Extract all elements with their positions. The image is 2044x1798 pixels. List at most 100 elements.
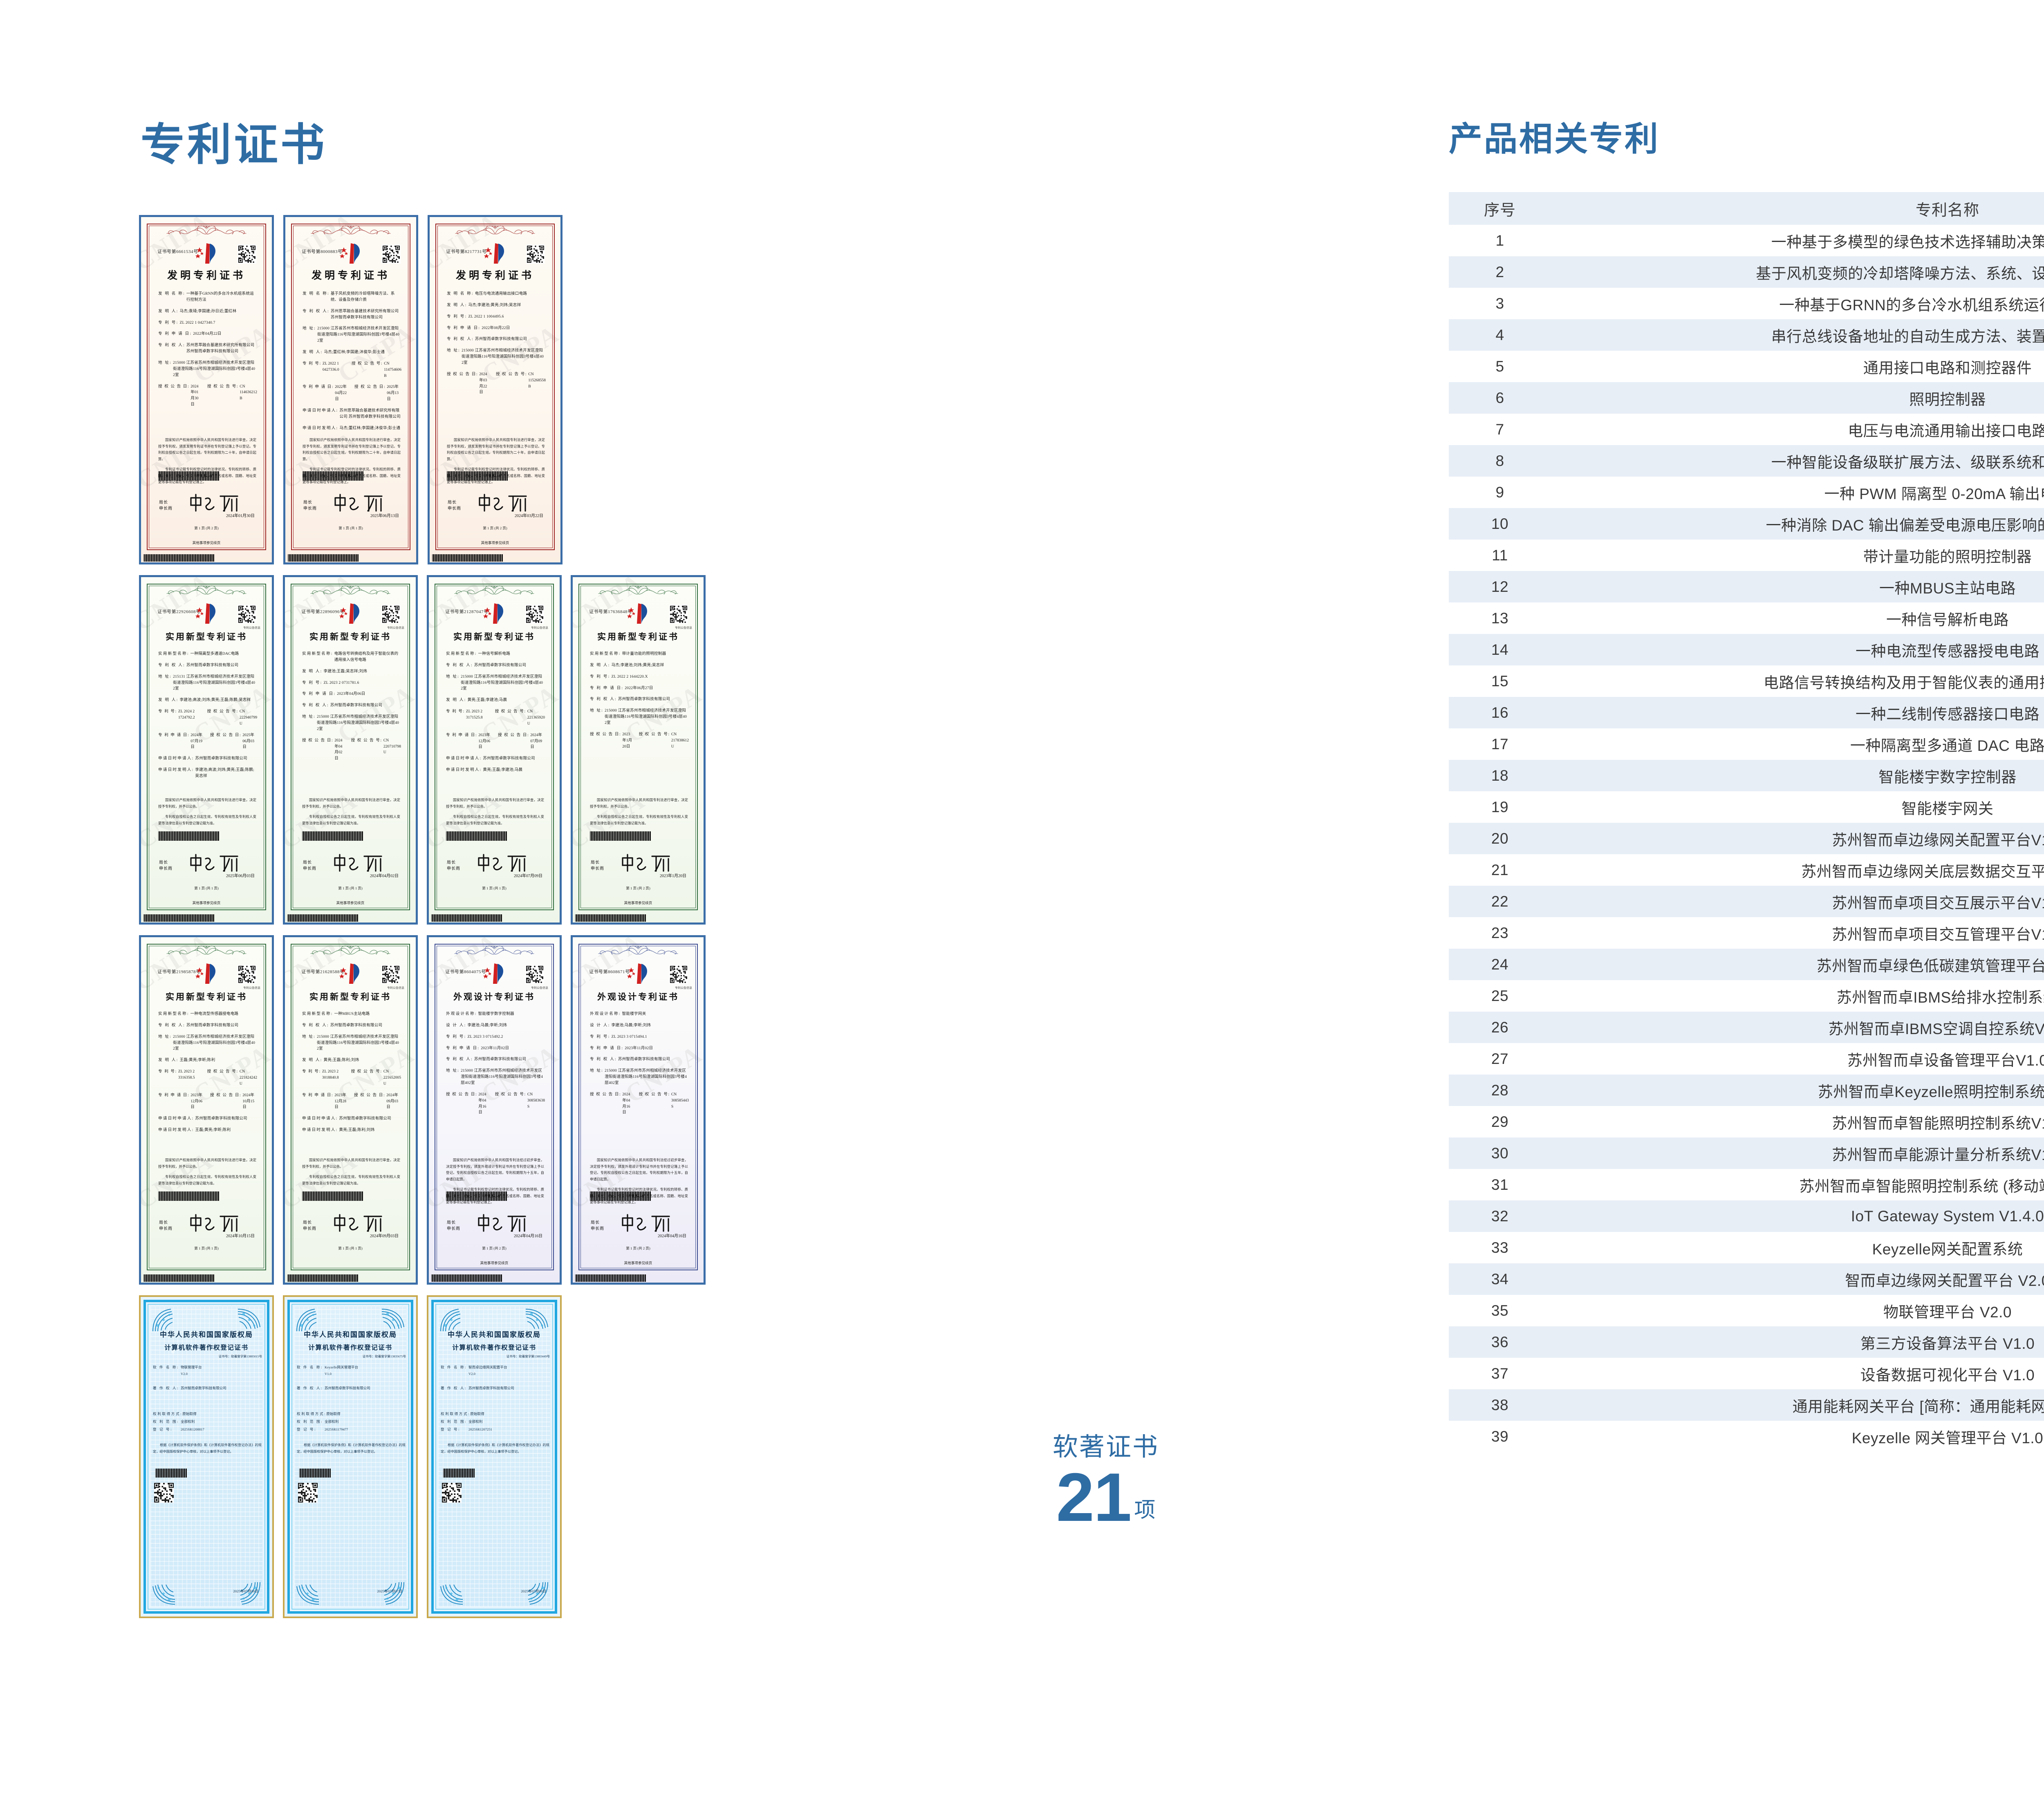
- cell-patent-name: 苏州智而卓IBMS空调自控系统V1.0: [1551, 1012, 2044, 1043]
- cert-field-label: 专 利 申 请 日:: [302, 1093, 334, 1097]
- cert-field-value: 2024年04月16日: [622, 1092, 630, 1115]
- legal-paragraph: 专利证书记载专利权登记时的法律状况。专利权的转移、质押、无效、终止、恢复和专利权…: [446, 1188, 544, 1205]
- cell-index: 24: [1449, 949, 1551, 980]
- cert-field: 发 明 人: 李建池;高波;刘炜;黄亮;王磊;陈鹏;吴志祥: [158, 697, 257, 703]
- cert-field-value: ZL 2022 2 1644220.X: [611, 674, 648, 679]
- cert-field-label: 专 利 号:: [158, 320, 179, 325]
- sw-field-label: 软 件 名 称:: [441, 1365, 467, 1369]
- certificate-issue-date: 2024年04月16日: [514, 1234, 542, 1238]
- ornament-corner-icon: [381, 1309, 404, 1329]
- cnipa-emblem-icon: [483, 603, 504, 624]
- cert-field-value: 马杰;董红林;李国建;沐俊华;彭士通: [324, 350, 385, 355]
- legal-paragraph: 国家知识产权局依照中华人民共和国专利法进行审查，决定授予专利权，并予以公告。: [446, 798, 544, 808]
- ornament-corner-icon: [152, 1584, 175, 1605]
- cert-field-label: 授 权 公 告 日:: [590, 732, 621, 737]
- certificate-fields: 外观设计名称: 智能楼宇数字控制器 设 计 人: 李建池;马晨;李昕;刘炜 专 …: [446, 1011, 545, 1121]
- qr-code-icon: [298, 1483, 318, 1502]
- qr-caption: 专利公告信息: [387, 626, 404, 629]
- cert-field-label: 授 权 公 告 号:: [207, 384, 239, 389]
- cert-field-label: 专 利 号:: [446, 1034, 466, 1039]
- cert-field: 专 利 申 请 日: 2023年11月02日: [590, 1046, 689, 1052]
- cert-field-label: 授 权 公 告 日:: [210, 1093, 242, 1097]
- cert-field-label: 专 利 号:: [302, 680, 323, 685]
- certificate-issue-date: 2025年06月13日: [370, 514, 399, 518]
- sw-field-value: 苏州智而卓数字科技有限公司: [468, 1386, 514, 1390]
- table-row: 6 照明控制器 发明: [1449, 382, 2044, 414]
- cert-field-value: 2023年11月02日: [481, 1046, 509, 1050]
- cert-field-label: 实用新型名称:: [302, 652, 333, 656]
- cert-field: 发 明 人: 王磊;黄亮;李昕;陈利: [158, 1057, 257, 1064]
- software-copyright-certificate[interactable]: 中华人民共和国国家版权局 计算机软件著作权登记证书 证书号：软著登字第13883…: [427, 1295, 562, 1618]
- certificate-inner-frame: 证书号第21287047号 专利公告信息 实用新型专利证书 实用新型名称: 一种…: [435, 584, 554, 910]
- sw-field-value: 苏州智而卓数字科技有限公司: [181, 1386, 226, 1390]
- cert-field-label: 申请日时发明人:: [158, 1128, 194, 1133]
- cell-index: 25: [1449, 980, 1551, 1012]
- cert-field-label: 地 址:: [446, 1068, 460, 1073]
- product-patents-table: 序号 专利名称 专利类型 1 一种基于多模型的绿色技术选择辅助决策方法和系统 发…: [1449, 192, 2044, 1452]
- patent-certificate[interactable]: CNIPA CNIPA CNIPA 证书号第8608671号: [571, 935, 706, 1285]
- director-signature-icon: [334, 854, 382, 872]
- table-row: 26 苏州智而卓IBMS空调自控系统V1.0 软著: [1449, 1012, 2044, 1043]
- certificate-legal-text: 国家知识产权局依照中华人民共和国专利法进行审查，决定授予专利权，并予以公告。 专…: [158, 1157, 256, 1191]
- certificate-inner-frame: 证书号第22926608号 专利公告信息 实用新型专利证书 实用新型名称: 一种…: [147, 584, 266, 910]
- patent-certificate[interactable]: CNIPA CNIPA CNIPA 证书号第21287047号: [427, 575, 562, 925]
- cert-field-value: 2022年04月22日: [193, 331, 222, 336]
- cell-patent-name: 一种电流型传感器授电电路: [1551, 634, 2044, 665]
- cert-field: 专 利 号: ZL 2023 3 0715492.2: [446, 1034, 545, 1040]
- cert-field-label: 专 利 号:: [303, 361, 321, 366]
- patent-certificate[interactable]: CNIPA CNIPA CNIPA 证书号第22896096号: [283, 575, 418, 925]
- patent-certificate[interactable]: CNIPA CNIPA CNIPA 证书号第6661534号: [139, 215, 274, 564]
- table-row: 31 苏州智而卓智能照明控制系统 (移动端) V1.0 软著: [1449, 1169, 2044, 1200]
- certificate-number: 证书号第21287047号: [445, 609, 489, 614]
- table-row: 9 一种 PWM 隔离型 0-20mA 输出电路 发明: [1449, 477, 2044, 508]
- qr-code-icon: [238, 965, 256, 984]
- cell-index: 9: [1449, 477, 1551, 508]
- cell-index: 18: [1449, 760, 1551, 791]
- patent-certificate[interactable]: CNIPA CNIPA CNIPA 证书号第8604075号: [427, 935, 562, 1285]
- cert-field: 专 利 号: ZL 2023 2 0731781.6: [302, 680, 401, 686]
- patent-certificate[interactable]: CNIPA CNIPA CNIPA 证书号第17636848号: [571, 575, 706, 925]
- director-signature-icon: [478, 854, 526, 872]
- legal-paragraph: 国家知识产权局依照中华人民共和国专利法进行审查，决定授予专利权，并予以公告。: [302, 1158, 400, 1169]
- cell-patent-name: 智能楼宇网关: [1551, 791, 2044, 823]
- software-certificate-heading: 中华人民共和国国家版权局 计算机软件著作权登记证书: [141, 1329, 272, 1352]
- cert-field-label: 设 计 人:: [446, 1023, 466, 1028]
- patent-certificate[interactable]: CNIPA CNIPA CNIPA 证书号第21628588号: [283, 935, 418, 1285]
- cert-field: 实用新型名称: 一种MBUS主站电路: [302, 1011, 401, 1017]
- certificate-page-mark: 第 1 页 (共 1 页): [194, 1246, 219, 1250]
- cert-field-value: 电压与电流通用输出接口电路: [475, 291, 527, 296]
- cert-field-value: ZL 2023 2 0731781.6: [323, 680, 359, 685]
- certificate-border-inner: [291, 1304, 409, 1610]
- certificate-issue-date: 2024年04月02日: [370, 874, 399, 878]
- cell-index: 6: [1449, 382, 1551, 414]
- patent-certificate[interactable]: CNIPA CNIPA CNIPA 证书号第21985878号: [139, 935, 274, 1285]
- cert-field-value: 李建池;马晨;李昕;刘炜: [611, 1023, 651, 1028]
- cert-field-value: 李建池;高波;刘炜;黄亮;王磊;陈鹏;吴志祥: [195, 768, 254, 779]
- cert-field-label: 专 利 申 请 日:: [447, 325, 481, 330]
- cert-field-pair: 专 利 申 请 日: 2023年12月06日 授 权 公 告 日: 2024年07月…: [446, 732, 545, 751]
- cell-index: 32: [1449, 1200, 1551, 1232]
- cert-field-value: 马杰;李建池;刘炜;黄亮;吴志祥: [611, 663, 664, 667]
- cert-field-value: ZL 2022 1 0427336.0: [322, 361, 339, 372]
- cert-field-value: 李建池;王磊;吴志祥;刘炜: [323, 669, 367, 674]
- table-row: 4 串行总线设备地址的自动生成方法、装置和存储介质 发明: [1449, 319, 2044, 351]
- director-label: 局长 申长雨: [159, 1220, 173, 1231]
- patent-certificate[interactable]: CNIPA CNIPA CNIPA 证书号第22926608号: [139, 575, 274, 925]
- cert-field: 发 明 人: 马杰;袁琦;李国建;孙日近;董红林: [158, 309, 257, 315]
- cert-field-label: 外观设计名称:: [590, 1012, 621, 1016]
- certificate-page-mark: 第 1 页 (共 2 页): [194, 526, 219, 530]
- software-copyright-stat: 软著证书 21 项: [1010, 1435, 1202, 1532]
- software-copyright-certificate[interactable]: 中华人民共和国国家版权局 计算机软件著作权登记证书 证书号：软著登字第13835…: [283, 1295, 418, 1618]
- certificate-fields: 发 明 名 称: 电压与电流通用输出接口电路 发 明 人: 马杰;李建池;黄亮;…: [447, 291, 546, 401]
- patent-certificate[interactable]: CNIPA CNIPA CNIPA 证书号第8217731号: [428, 215, 563, 564]
- sw-field: 著 作 权 人: 苏州智而卓数字科技有限公司: [297, 1386, 406, 1391]
- cert-field-value: 2023年1月20日: [622, 732, 632, 749]
- cert-field-value: CN 221824242 U: [239, 1069, 257, 1086]
- certificate-border-inner: [148, 1304, 265, 1610]
- director-label: 局长 申长雨: [448, 500, 461, 511]
- table-row: 22 苏州智而卓项目交互展示平台V1.0 软著: [1449, 886, 2044, 917]
- cert-field-value: 2022年04月22日: [335, 385, 347, 402]
- software-copyright-certificate[interactable]: 中华人民共和国国家版权局 计算机软件著作权登记证书 证书号：软著登字第13885…: [139, 1295, 274, 1618]
- patent-certificate[interactable]: CNIPA CNIPA CNIPA 证书号第8000883号: [283, 215, 418, 564]
- sw-field-value: 2025SR1179477: [325, 1427, 348, 1431]
